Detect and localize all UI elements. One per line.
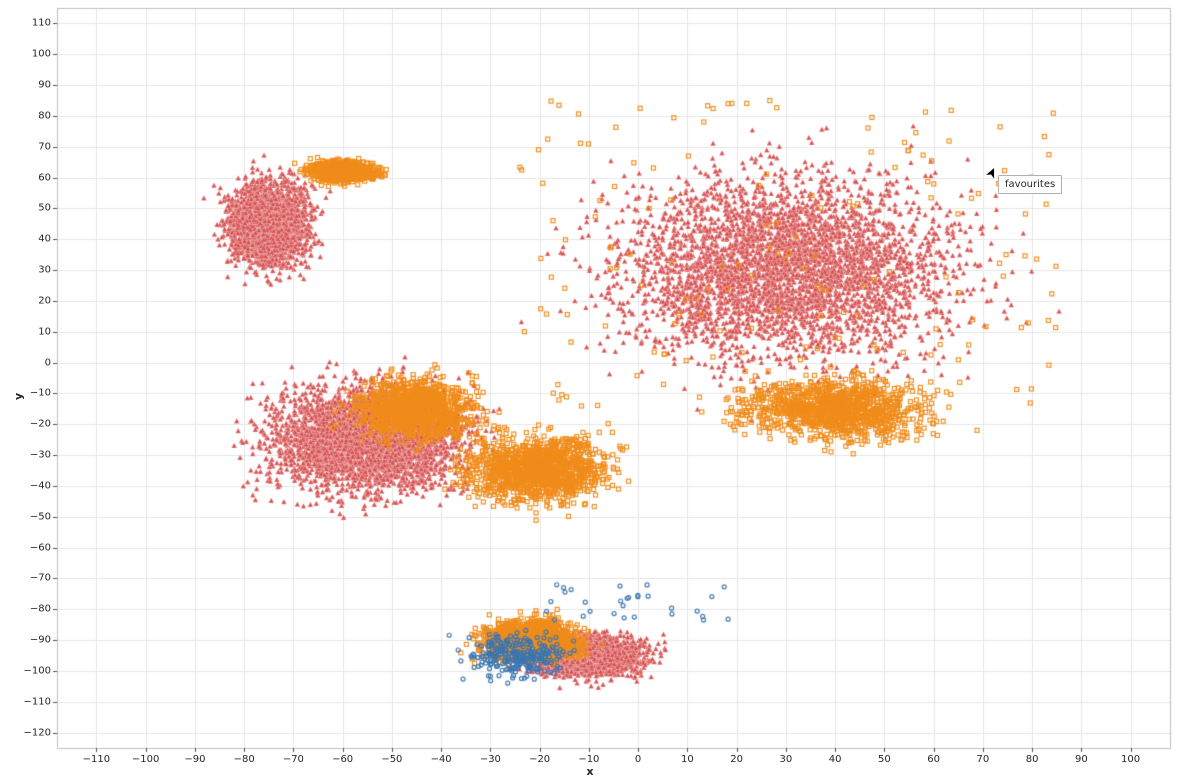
y-tick-label: 50 bbox=[23, 203, 51, 214]
y-tick-label: −100 bbox=[23, 665, 51, 676]
x-tick-label: −70 bbox=[283, 754, 304, 765]
y-tick-label: 90 bbox=[23, 80, 51, 91]
y-tick-label: 80 bbox=[23, 110, 51, 121]
y-tick-label: −40 bbox=[23, 480, 51, 491]
x-tick-label: 70 bbox=[976, 754, 989, 765]
y-tick-label: −70 bbox=[23, 573, 51, 584]
y-tick-label: 10 bbox=[23, 326, 51, 337]
y-tick-label: 100 bbox=[23, 49, 51, 60]
y-tick-label: −110 bbox=[23, 696, 51, 707]
x-tick-label: −50 bbox=[381, 754, 402, 765]
y-tick-label: 40 bbox=[23, 234, 51, 245]
y-tick-label: 0 bbox=[23, 357, 51, 368]
x-tick-label: 100 bbox=[1121, 754, 1140, 765]
x-tick-label: 60 bbox=[927, 754, 940, 765]
x-tick-label: 20 bbox=[730, 754, 743, 765]
x-tick-label: 80 bbox=[1026, 754, 1039, 765]
scatter-chart[interactable]: x y −110−100−90−80−70−60−50−40−30−20−100… bbox=[0, 0, 1180, 780]
y-tick-label: 60 bbox=[23, 172, 51, 183]
x-tick-label: −100 bbox=[132, 754, 159, 765]
x-tick-label: 50 bbox=[878, 754, 891, 765]
y-tick-label: −10 bbox=[23, 388, 51, 399]
y-tick-label: −60 bbox=[23, 542, 51, 553]
x-tick-label: −80 bbox=[234, 754, 255, 765]
y-tick-label: −80 bbox=[23, 604, 51, 615]
plot-canvas[interactable] bbox=[0, 0, 1180, 780]
y-tick-label: −30 bbox=[23, 450, 51, 461]
x-tick-label: −20 bbox=[529, 754, 550, 765]
y-tick-label: 70 bbox=[23, 141, 51, 152]
x-tick-label: 40 bbox=[829, 754, 842, 765]
x-tick-label: −60 bbox=[332, 754, 353, 765]
y-tick-label: −120 bbox=[23, 727, 51, 738]
x-tick-label: −40 bbox=[431, 754, 452, 765]
x-tick-label: 0 bbox=[635, 754, 641, 765]
y-tick-label: −90 bbox=[23, 635, 51, 646]
x-tick-label: −30 bbox=[480, 754, 501, 765]
y-tick-label: −50 bbox=[23, 511, 51, 522]
x-tick-label: −110 bbox=[83, 754, 110, 765]
x-tick-label: 30 bbox=[779, 754, 792, 765]
y-tick-label: 110 bbox=[23, 18, 51, 29]
x-axis-label: x bbox=[0, 765, 1180, 778]
y-tick-label: 20 bbox=[23, 295, 51, 306]
x-tick-label: −10 bbox=[578, 754, 599, 765]
x-tick-label: −90 bbox=[184, 754, 205, 765]
y-tick-label: −20 bbox=[23, 419, 51, 430]
x-tick-label: 10 bbox=[681, 754, 694, 765]
y-tick-label: 30 bbox=[23, 265, 51, 276]
x-tick-label: 90 bbox=[1075, 754, 1088, 765]
